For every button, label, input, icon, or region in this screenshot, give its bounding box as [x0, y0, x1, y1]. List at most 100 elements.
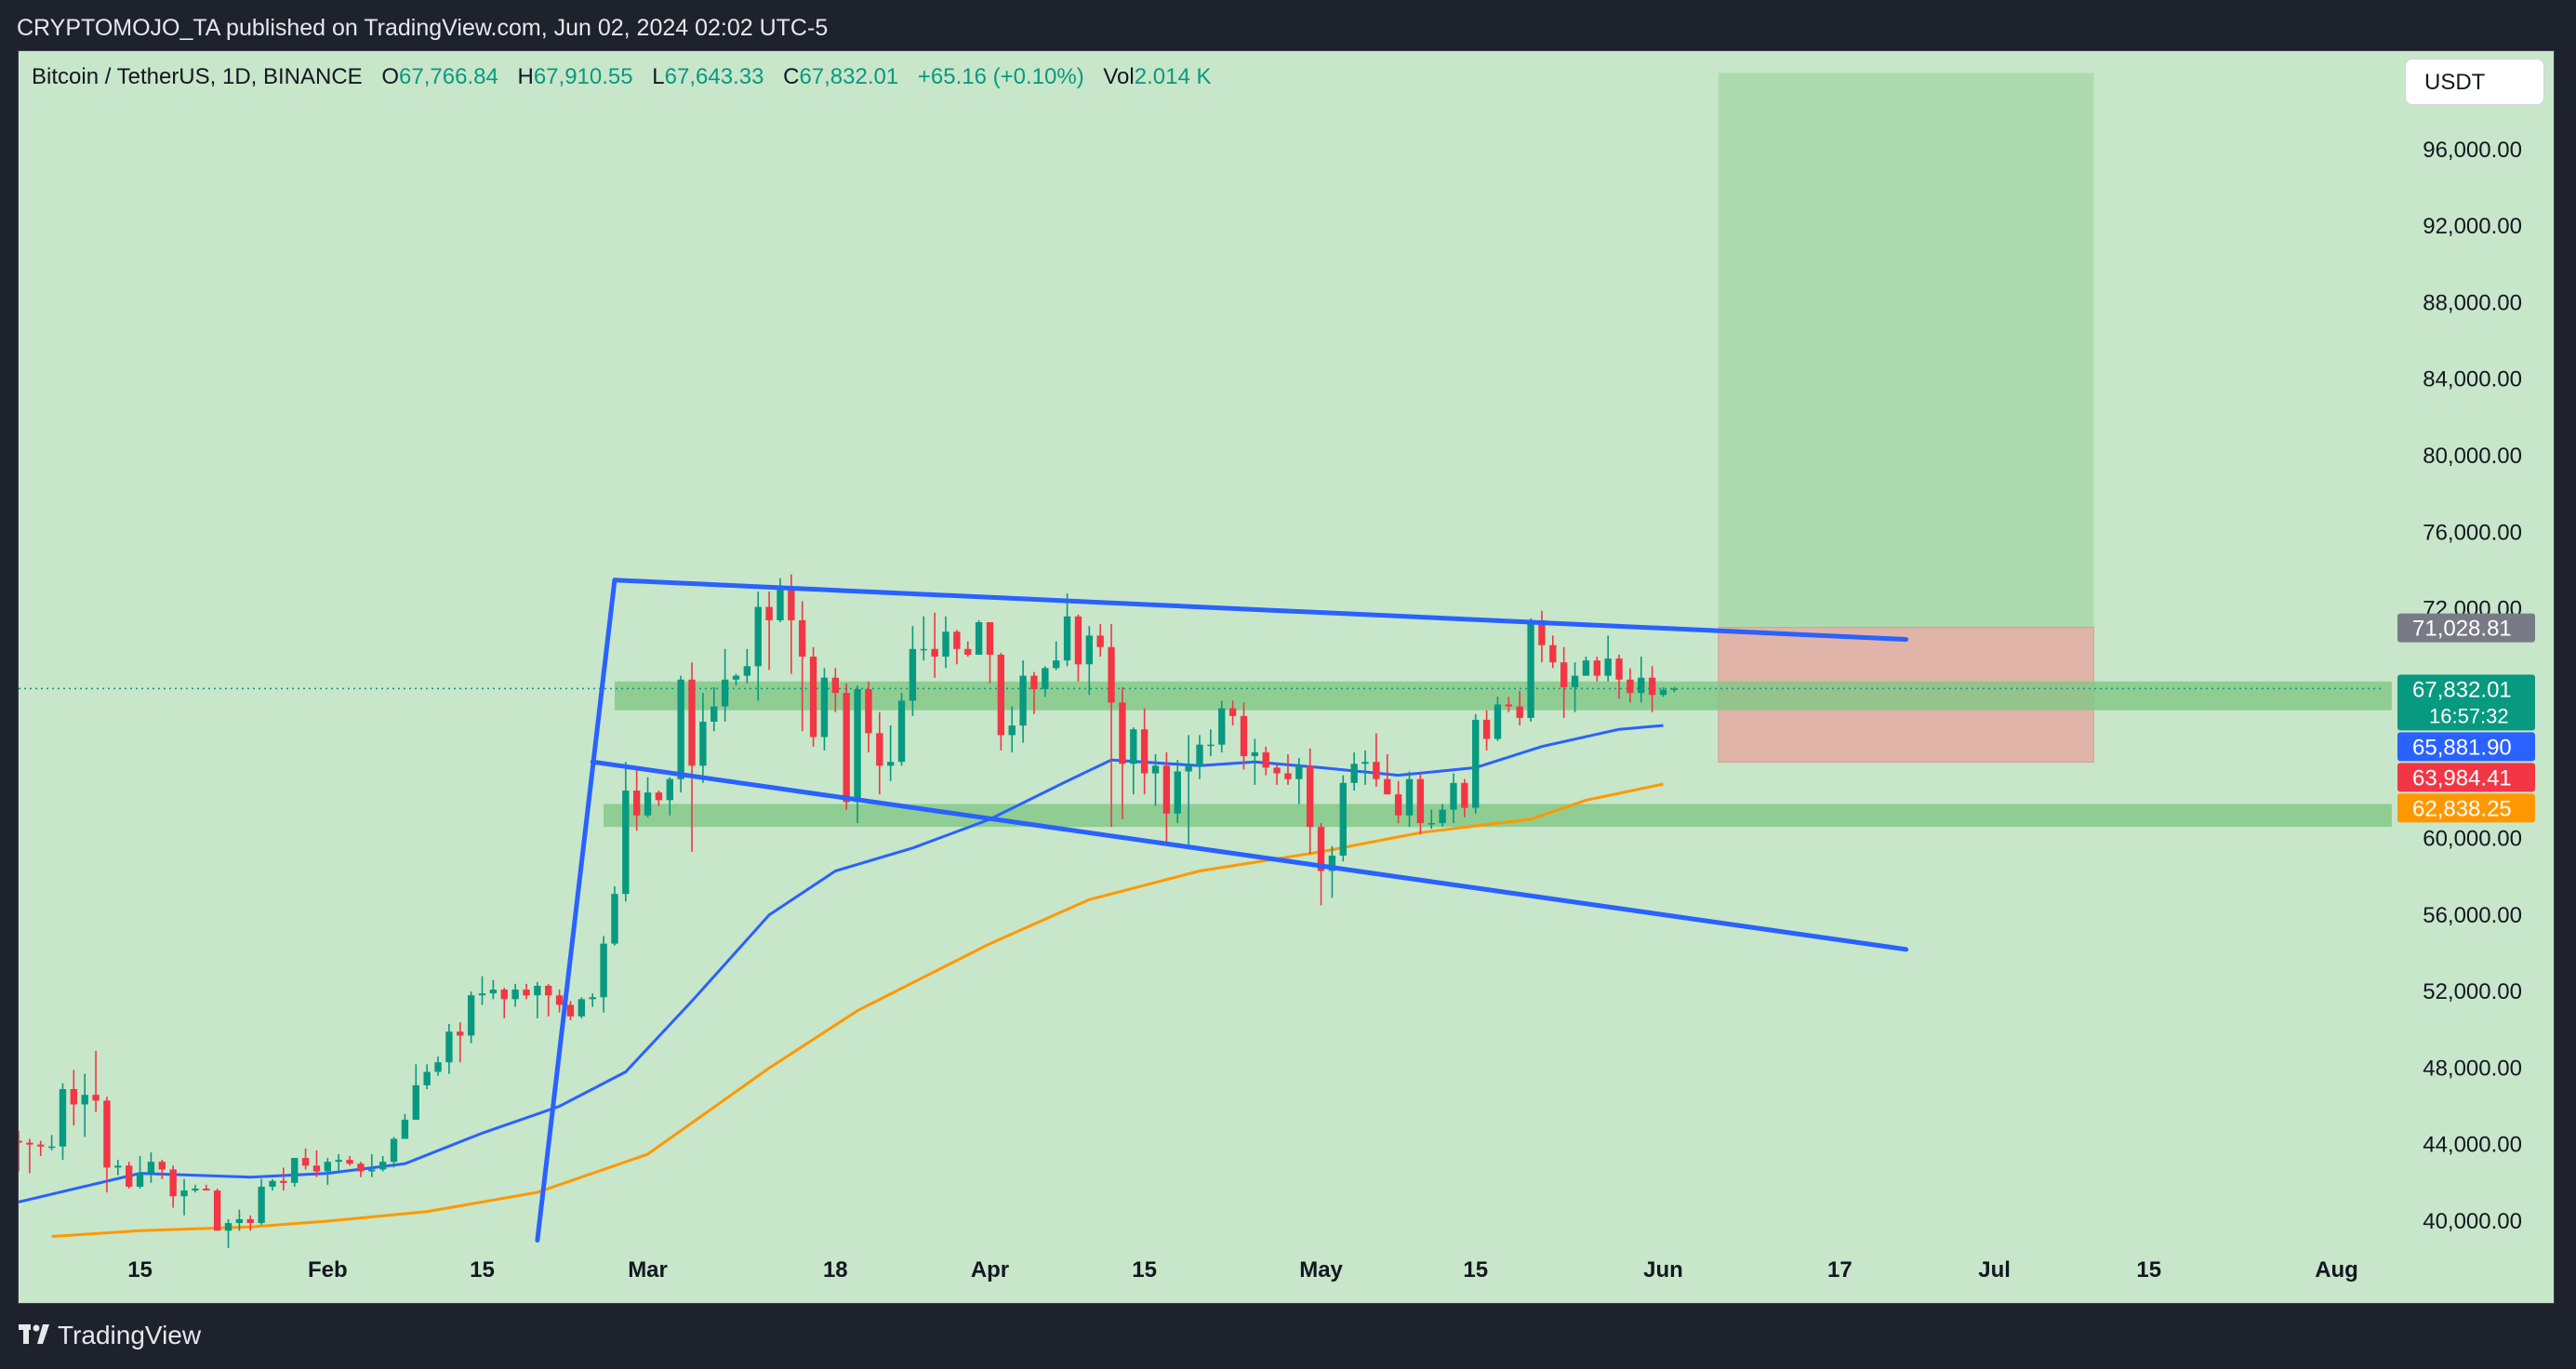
candle-body: [114, 1165, 122, 1168]
candle: [1108, 624, 1115, 828]
candle: [732, 673, 740, 685]
candle-body: [1317, 827, 1325, 871]
candle: [986, 622, 994, 684]
candle-body: [1328, 856, 1336, 871]
candle: [37, 1140, 45, 1157]
candle: [434, 1057, 442, 1076]
candle: [754, 591, 762, 701]
candle: [1560, 646, 1568, 718]
tradingview-logo-icon[interactable]: [19, 1324, 54, 1345]
target-level-label-text: 71,028.81: [2412, 617, 2512, 642]
ema-slow-price-label: 62,838.25: [2397, 793, 2535, 823]
stop-level-price-label: 63,984.41: [2397, 763, 2535, 792]
symbol-name[interactable]: Bitcoin / TetherUS, 1D, BINANCE: [32, 64, 363, 89]
tradingview-brand[interactable]: TradingView: [58, 1321, 202, 1349]
low-label: L: [652, 64, 665, 89]
candle: [1638, 657, 1645, 703]
candle: [169, 1165, 177, 1208]
high-value: 67,910.55: [533, 64, 633, 89]
candle: [423, 1064, 431, 1090]
candle-body: [1350, 764, 1358, 783]
change-value: +65.16 (+0.10%): [917, 64, 1084, 89]
candle: [1659, 686, 1667, 698]
candle-body: [1218, 708, 1226, 745]
ema-slow-label-text: 62,838.25: [2412, 796, 2512, 821]
candle: [666, 777, 673, 816]
candle: [467, 991, 475, 1043]
candle: [931, 612, 938, 678]
candle: [1405, 771, 1414, 828]
candle: [1350, 751, 1358, 791]
x-tick-label: Mar: [628, 1257, 668, 1283]
candle: [1394, 780, 1402, 824]
candle-body: [1527, 619, 1534, 718]
candle: [1384, 753, 1391, 795]
candle-body: [1472, 719, 1480, 808]
currency-selector-button[interactable]: USDT: [2405, 59, 2544, 105]
candle: [1538, 610, 1546, 663]
candle: [1262, 746, 1269, 776]
candle: [1527, 618, 1534, 722]
last-price-label-bg: [2397, 674, 2535, 731]
candle-body: [942, 631, 949, 658]
candle-body: [644, 792, 652, 816]
candle: [1151, 753, 1160, 806]
candle-body: [312, 1165, 321, 1172]
candle: [843, 683, 850, 810]
candle: [1461, 778, 1468, 817]
candle-body: [622, 791, 630, 895]
candle-body: [1638, 677, 1645, 694]
candle-body: [1439, 809, 1446, 824]
candle-body: [1053, 660, 1060, 669]
candle: [1427, 809, 1435, 830]
candle: [1196, 735, 1203, 779]
candle: [379, 1156, 387, 1172]
candle-body: [1615, 658, 1623, 680]
candle-body: [1207, 744, 1215, 747]
candle: [335, 1153, 342, 1172]
candle-body: [59, 1089, 67, 1147]
candle: [600, 936, 607, 1013]
candle-body: [523, 990, 530, 996]
candle: [1019, 660, 1027, 743]
candle-body: [224, 1223, 232, 1231]
stop-level-label-text: 63,984.41: [2412, 765, 2512, 791]
candle: [1074, 614, 1082, 682]
candle: [909, 626, 917, 716]
candle: [1119, 686, 1126, 819]
candle-body: [909, 648, 917, 701]
pole-trendline: [535, 578, 617, 1243]
high-label: H: [517, 64, 534, 89]
candle: [655, 791, 663, 806]
candle: [953, 630, 961, 665]
last-price-label-text: 67,832.01: [2412, 677, 2512, 702]
candle-body: [886, 762, 895, 766]
candle: [1218, 700, 1226, 752]
candle: [357, 1162, 365, 1177]
candle: [1207, 729, 1215, 757]
chart-canvas[interactable]: 40,000.00 44,000.00 48,000.00 52,000.00 56,0…: [19, 51, 2554, 1303]
y-tick-label: 48,000.00: [2423, 1056, 2522, 1081]
ohlc-legend: Bitcoin / TetherUS, 1D, BINANCE O67,766.…: [32, 64, 1211, 90]
candle-body: [478, 993, 486, 996]
candle: [1042, 666, 1049, 698]
candle: [1240, 702, 1248, 770]
candle-body: [555, 995, 564, 1005]
y-tick-label: 56,000.00: [2423, 903, 2522, 928]
candle: [1185, 735, 1192, 846]
candle: [1549, 635, 1557, 669]
candle-body: [1361, 762, 1369, 764]
candle: [876, 711, 883, 795]
y-tick-label: 52,000.00: [2423, 979, 2522, 1004]
candle: [1284, 753, 1292, 785]
candle: [1140, 708, 1149, 795]
candle-body: [1162, 765, 1171, 814]
volume-value: 2.014 K: [1134, 64, 1212, 89]
candle: [59, 1083, 67, 1161]
candle: [70, 1070, 78, 1126]
chart-area[interactable]: 40,000.00 44,000.00 48,000.00 52,000.00 56,0…: [18, 50, 2555, 1304]
candle: [1505, 697, 1513, 712]
candle: [721, 648, 729, 722]
x-tick-label: Aug: [2315, 1257, 2358, 1283]
candle-body: [1648, 677, 1656, 696]
